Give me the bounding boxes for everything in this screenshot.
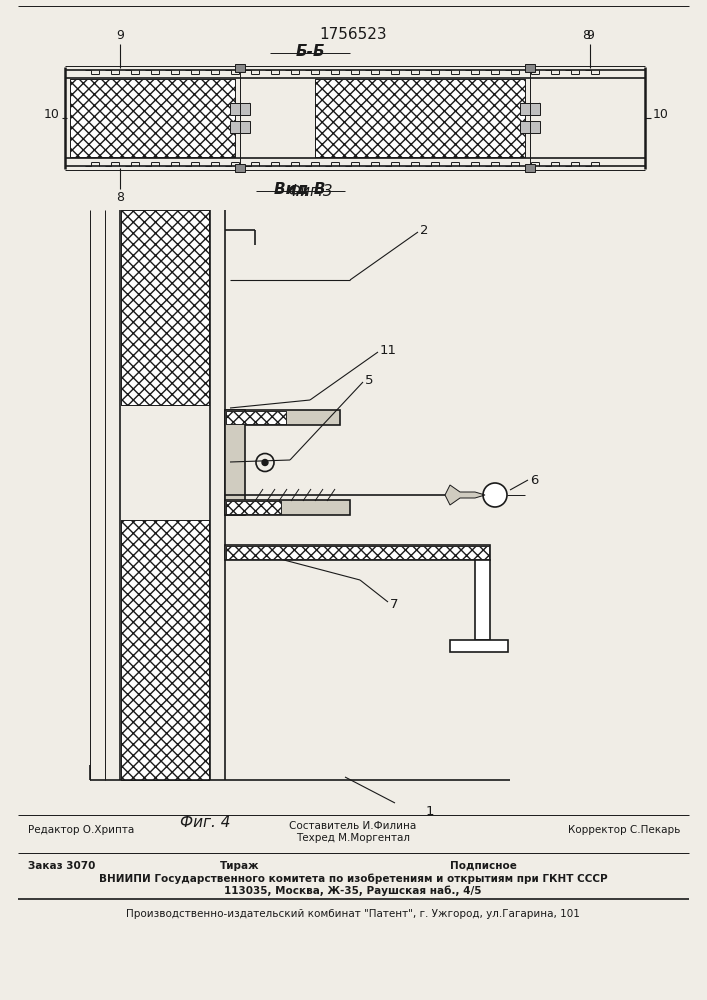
Bar xyxy=(226,546,489,559)
Text: 1756523: 1756523 xyxy=(319,27,387,42)
Text: 113035, Москва, Ж-35, Раушская наб., 4/5: 113035, Москва, Ж-35, Раушская наб., 4/5 xyxy=(224,885,481,896)
Polygon shape xyxy=(445,485,485,505)
Text: Вид В: Вид В xyxy=(274,182,326,197)
Text: 2: 2 xyxy=(420,224,428,236)
Bar xyxy=(520,121,540,133)
Bar xyxy=(225,500,350,515)
Bar xyxy=(226,501,281,514)
Text: 6: 6 xyxy=(530,474,538,487)
Bar xyxy=(121,210,209,405)
Bar xyxy=(235,164,245,172)
Bar xyxy=(235,64,245,72)
Bar xyxy=(450,640,508,652)
Text: 8: 8 xyxy=(582,29,590,42)
Bar xyxy=(230,121,250,133)
Text: 7: 7 xyxy=(390,598,399,611)
Text: 8: 8 xyxy=(116,191,124,204)
Text: Составитель И.Филина: Составитель И.Филина xyxy=(289,821,416,831)
Text: 10: 10 xyxy=(44,108,60,121)
Text: Фиг. 4: Фиг. 4 xyxy=(180,815,230,830)
Circle shape xyxy=(262,460,268,466)
Text: 9: 9 xyxy=(116,29,124,42)
Text: Редактор О.Хрипта: Редактор О.Хрипта xyxy=(28,825,134,835)
Bar xyxy=(70,79,235,157)
Bar xyxy=(70,79,235,157)
Text: 9: 9 xyxy=(586,29,594,42)
Text: Заказ 3070: Заказ 3070 xyxy=(28,861,95,871)
Bar xyxy=(475,560,490,640)
Text: Б-Б: Б-Б xyxy=(296,44,325,59)
Bar xyxy=(226,501,281,514)
Text: Тираж: Тираж xyxy=(220,861,259,871)
Bar xyxy=(225,410,245,515)
Text: 5: 5 xyxy=(365,373,373,386)
Bar xyxy=(525,64,535,72)
Bar xyxy=(226,411,286,424)
Bar xyxy=(225,410,340,425)
Text: 10: 10 xyxy=(653,108,669,121)
Text: Техред М.Моргентал: Техред М.Моргентал xyxy=(296,833,410,843)
Bar xyxy=(225,545,490,560)
Circle shape xyxy=(483,483,507,507)
Text: Фиг.3: Фиг.3 xyxy=(287,184,333,199)
Bar xyxy=(121,210,209,405)
Bar xyxy=(315,79,525,157)
Text: Корректор С.Пекарь: Корректор С.Пекарь xyxy=(568,825,680,835)
Bar xyxy=(525,164,535,172)
Text: Производственно-издательский комбинат "Патент", г. Ужгород, ул.Гагарина, 101: Производственно-издательский комбинат "П… xyxy=(126,909,580,919)
Bar xyxy=(226,411,286,424)
Text: 1: 1 xyxy=(426,805,434,818)
Bar xyxy=(520,103,540,115)
Bar xyxy=(121,520,209,780)
Bar xyxy=(315,79,525,157)
Text: ВНИИПИ Государственного комитета по изобретениям и открытиям при ГКНТ СССР: ВНИИПИ Государственного комитета по изоб… xyxy=(99,873,607,884)
Text: Подписное: Подписное xyxy=(450,861,517,871)
Bar xyxy=(226,546,489,559)
Text: 11: 11 xyxy=(380,344,397,357)
Bar xyxy=(121,520,209,780)
Bar xyxy=(230,103,250,115)
